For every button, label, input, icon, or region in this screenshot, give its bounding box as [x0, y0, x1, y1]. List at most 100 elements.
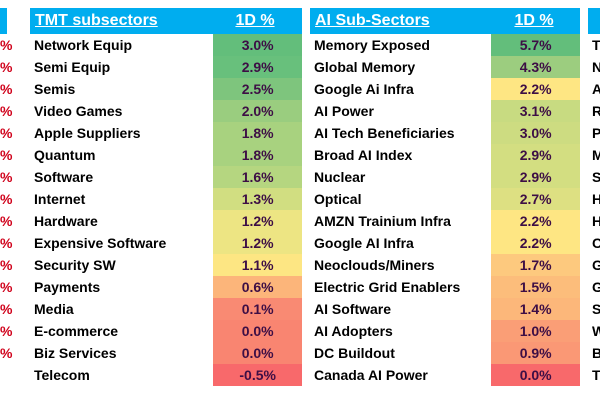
tmt-row: Internet 1.3% — [30, 188, 302, 210]
ai-row-value: 2.7% — [491, 188, 580, 210]
tmt-row-name: Biz Services — [34, 345, 117, 361]
ai-header-value-cell: 1D % — [488, 12, 580, 30]
ai-row-name: AI Software — [314, 301, 392, 317]
left-clipped-cell: % — [0, 103, 13, 119]
ai-row: AI Software 1.4% — [310, 298, 580, 320]
ai-row-name: Google AI Infra — [314, 235, 414, 251]
ai-row-name: Neoclouds/Miners — [314, 257, 435, 273]
tmt-row: Payments 0.6% — [30, 276, 302, 298]
tmt-row-value: 0.6% — [213, 276, 302, 298]
ai-row-name: AMZN Trainium Infra — [314, 213, 451, 229]
ai-header-name: AI Sub-Sectors — [315, 12, 430, 29]
ai-row-name: AI Adopters — [314, 323, 393, 339]
tmt-subsectors-table: TMT subsectors 1D % Network Equip 3.0% Sem… — [30, 8, 302, 386]
tmt-row-name: Telecom — [34, 367, 90, 383]
tmt-header: TMT subsectors 1D % — [30, 8, 302, 34]
ai-header: AI Sub-Sectors 1D % — [310, 8, 580, 34]
tmt-header-name: TMT subsectors — [35, 12, 158, 29]
ai-row-value: 2.2% — [491, 78, 580, 100]
tmt-row-value: 2.9% — [213, 56, 302, 78]
left-clipped-cell: % — [0, 81, 13, 97]
ai-row-value: 2.9% — [491, 166, 580, 188]
ai-row-value: 1.4% — [491, 298, 580, 320]
left-clipped-cell: % — [0, 235, 13, 251]
left-clipped-cell: % — [0, 345, 13, 361]
tmt-row-name: Payments — [34, 279, 101, 295]
right-clipped-cell: N — [592, 59, 600, 75]
ai-row-value: 1.0% — [491, 320, 580, 342]
ai-row: Neoclouds/Miners 1.7% — [310, 254, 580, 276]
tmt-row: Hardware 1.2% — [30, 210, 302, 232]
right-clipped-cell: C — [592, 235, 600, 251]
tmt-row-value: 0.0% — [213, 320, 302, 342]
ai-row: AI Adopters 1.0% — [310, 320, 580, 342]
right-clipped-cell: T — [592, 367, 600, 383]
tmt-row: Quantum 1.8% — [30, 144, 302, 166]
tmt-row: Biz Services 0.0% — [30, 342, 302, 364]
ai-row-value: 2.9% — [491, 144, 580, 166]
ai-row-value: 1.5% — [491, 276, 580, 298]
right-clipped-cell: M — [592, 147, 600, 163]
ai-row-value: 1.7% — [491, 254, 580, 276]
tmt-row-value: 1.8% — [213, 144, 302, 166]
ai-row-value: 5.7% — [491, 34, 580, 56]
tmt-row: Media 0.1% — [30, 298, 302, 320]
ai-row-value: 0.0% — [491, 364, 580, 386]
ai-row-name: Google Ai Infra — [314, 81, 414, 97]
ai-rows: Memory Exposed 5.7% Global Memory 4.3% Googl… — [310, 34, 580, 386]
tmt-row-value: 3.0% — [213, 34, 302, 56]
tmt-header-name-cell: TMT subsectors — [30, 12, 208, 30]
left-clipped-header — [0, 8, 7, 34]
tmt-row-value: 1.2% — [213, 210, 302, 232]
ai-row-value: 2.2% — [491, 232, 580, 254]
left-clipped-cell: % — [0, 59, 13, 75]
right-clipped-cell: T — [592, 37, 600, 53]
ai-row: Google Ai Infra 2.2% — [310, 78, 580, 100]
tmt-row: Telecom -0.5% — [30, 364, 302, 386]
ai-row-value: 0.9% — [491, 342, 580, 364]
left-clipped-cell: % — [0, 191, 13, 207]
tmt-row-name: Internet — [34, 191, 86, 207]
tmt-rows: Network Equip 3.0% Semi Equip 2.9% Semis 2.5%… — [30, 34, 302, 386]
tmt-row: Semi Equip 2.9% — [30, 56, 302, 78]
tmt-row-value: 2.0% — [213, 100, 302, 122]
tmt-row-name: Hardware — [34, 213, 98, 229]
ai-row-value: 3.1% — [491, 100, 580, 122]
tmt-row: Apple Suppliers 1.8% — [30, 122, 302, 144]
tmt-header-value-cell: 1D % — [208, 12, 302, 30]
ai-row-value: 4.3% — [491, 56, 580, 78]
ai-row-name: AI Tech Beneficiaries — [314, 125, 455, 141]
tmt-row-name: Apple Suppliers — [34, 125, 141, 141]
ai-header-name-cell: AI Sub-Sectors — [310, 12, 488, 30]
right-clipped-cell: S — [592, 301, 600, 317]
ai-row: Nuclear 2.9% — [310, 166, 580, 188]
ai-row-name: Nuclear — [314, 169, 366, 185]
tmt-row-name: Semis — [34, 81, 76, 97]
right-clipped-cell: S — [592, 169, 600, 185]
tmt-row-name: Software — [34, 169, 94, 185]
tmt-row-name: Expensive Software — [34, 235, 167, 251]
ai-row-value: 3.0% — [491, 122, 580, 144]
left-clipped-cell: % — [0, 213, 13, 229]
tmt-row: E-commerce 0.0% — [30, 320, 302, 342]
left-clipped-cell: % — [0, 301, 13, 317]
tmt-row: Software 1.6% — [30, 166, 302, 188]
tmt-row-value: 2.5% — [213, 78, 302, 100]
tmt-row-name: Security SW — [34, 257, 116, 273]
ai-row: AI Tech Beneficiaries 3.0% — [310, 122, 580, 144]
tmt-row: Semis 2.5% — [30, 78, 302, 100]
tmt-row-name: E-commerce — [34, 323, 119, 339]
right-clipped-header — [588, 8, 600, 34]
left-clipped-cell: % — [0, 37, 13, 53]
left-clipped-cell: % — [0, 279, 13, 295]
ai-row-name: Broad AI Index — [314, 147, 413, 163]
ai-row: Optical 2.7% — [310, 188, 580, 210]
tmt-row-value: 1.8% — [213, 122, 302, 144]
tmt-row: Security SW 1.1% — [30, 254, 302, 276]
tmt-row-value: 0.1% — [213, 298, 302, 320]
tmt-row-value: 0.0% — [213, 342, 302, 364]
right-clipped-cell: G — [592, 279, 600, 295]
ai-row: Broad AI Index 2.9% — [310, 144, 580, 166]
